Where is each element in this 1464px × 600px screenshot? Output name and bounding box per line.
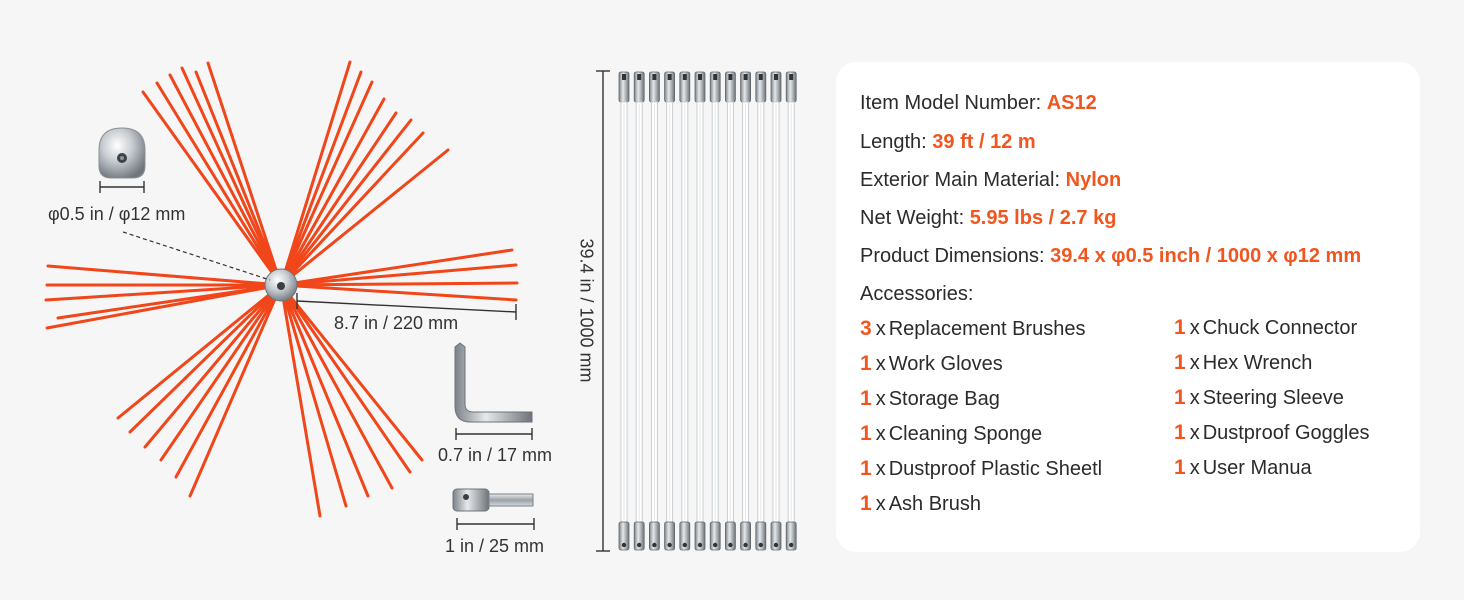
- bristle: [279, 263, 518, 287]
- bristle: [279, 97, 386, 287]
- spec-value: Nylon: [1065, 169, 1122, 191]
- bristle: [45, 283, 283, 330]
- extension-rod: [785, 71, 797, 551]
- extension-rod: [633, 71, 645, 551]
- nylon-bristles: [44, 60, 519, 518]
- bristle: [279, 70, 363, 287]
- bristle: [188, 283, 283, 498]
- extension-rod: [664, 71, 675, 551]
- extension-rod: [694, 71, 706, 551]
- bristle: [279, 60, 352, 287]
- ball-leader-line: [122, 231, 271, 281]
- extension-rod: [725, 71, 736, 551]
- spec-model: Item Model Number: AS12: [860, 92, 1097, 115]
- spec-label: Product Dimensions:: [860, 245, 1045, 267]
- accessory-item: 3 x Replacement Brushes: [860, 317, 1086, 340]
- connector-size-label: 1 in / 25 mm: [445, 536, 545, 556]
- accessory-item: 1 x Steering Sleeve: [1174, 386, 1344, 409]
- bristle: [116, 283, 283, 420]
- brush-hub: [264, 268, 298, 302]
- bristle: [279, 80, 374, 287]
- accessory-item: 1 x Work Gloves: [860, 352, 1003, 375]
- product-illustration: [44, 60, 797, 552]
- bristle: [44, 283, 283, 302]
- extension-rod: [755, 71, 767, 551]
- rod-length-label: 39.4 in / 1000 mm: [576, 238, 597, 383]
- extension-rods: [618, 71, 797, 551]
- spec-label: Item Model Number:: [860, 92, 1042, 114]
- spec-label: Exterior Main Material:: [860, 169, 1061, 191]
- accessory-item: 1 x Cleaning Sponge: [860, 422, 1043, 445]
- ball-dimension-line: [99, 181, 145, 193]
- spec-value: 39 ft / 12 m: [932, 131, 1036, 153]
- accessory-item: 1 x Chuck Connector: [1174, 316, 1358, 339]
- chuck-connector-image: [452, 488, 534, 512]
- accessory-item: 1 x User Manua: [1174, 456, 1312, 479]
- bristle: [279, 111, 398, 287]
- bristle: [279, 283, 424, 462]
- extension-rod: [740, 71, 751, 551]
- bristle: [141, 90, 283, 287]
- wrench-dimension-line: [455, 428, 533, 440]
- bristle: [279, 283, 370, 498]
- bristle: [279, 283, 348, 508]
- bristle: [279, 131, 425, 287]
- hex-wrench-image: [454, 342, 533, 423]
- bristle: [279, 248, 514, 287]
- bristle: [279, 283, 394, 490]
- spec-value: 5.95 lbs / 2.7 kg: [969, 207, 1117, 229]
- brush-radius-label: 8.7 in / 220 mm: [334, 313, 459, 333]
- wrench-size-label: 0.7 in / 17 mm: [438, 445, 553, 465]
- spec-value: AS12: [1046, 92, 1097, 114]
- bristle: [206, 61, 283, 287]
- accessory-item: 1 x Ash Brush: [860, 492, 981, 515]
- bristle: [279, 283, 322, 518]
- bristle: [279, 148, 450, 287]
- spec-material: Exterior Main Material: Nylon: [860, 169, 1121, 192]
- extension-rod: [770, 71, 782, 551]
- bristle: [143, 283, 283, 449]
- extension-rod: [679, 71, 691, 551]
- accessory-item: 1 x Storage Bag: [860, 387, 1000, 410]
- bristle: [174, 283, 283, 479]
- accessory-item: 1 x Hex Wrench: [1174, 351, 1313, 374]
- bristle: [128, 283, 283, 434]
- accessory-item: 1 x Dustproof Plastic Sheetl: [860, 457, 1103, 480]
- extension-rod: [649, 71, 660, 551]
- bristle: [279, 283, 518, 302]
- extension-rod: [709, 71, 721, 551]
- bristle: [180, 66, 283, 287]
- radius-dimension-line: [296, 293, 517, 320]
- ball-diameter-label: φ0.5 in / φ12 mm: [48, 204, 186, 224]
- rod-dimension-line: [596, 70, 610, 552]
- spec-dimensions: Product Dimensions: 39.4 x φ0.5 inch / 1…: [860, 245, 1361, 268]
- extension-rod: [618, 71, 630, 551]
- bristle: [279, 283, 412, 474]
- spec-length: Length: 39 ft / 12 m: [860, 131, 1036, 154]
- connector-dimension-line: [456, 518, 535, 530]
- accessory-item: 1 x Dustproof Goggles: [1174, 421, 1370, 444]
- bristle: [168, 73, 283, 287]
- spec-value: 39.4 x φ0.5 inch / 1000 x φ12 mm: [1050, 245, 1362, 267]
- bristle: [194, 70, 283, 287]
- bristle: [46, 264, 283, 287]
- bristle: [279, 118, 413, 287]
- spec-card: Item Model Number: AS12 Length: 39 ft / …: [836, 62, 1420, 552]
- bristle: [279, 281, 519, 287]
- spec-label: Net Weight:: [860, 207, 965, 229]
- spec-weight: Net Weight: 5.95 lbs / 2.7 kg: [860, 207, 1116, 230]
- accessories-heading: Accessories:: [860, 283, 974, 305]
- bristle: [159, 283, 283, 462]
- spec-label: Length:: [860, 131, 927, 153]
- ball-end-cap: [98, 127, 146, 179]
- bristle: [155, 81, 283, 287]
